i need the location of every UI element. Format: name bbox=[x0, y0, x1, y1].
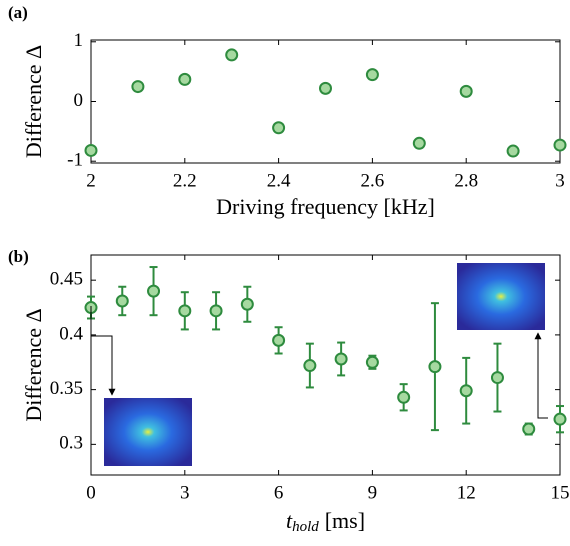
x-axis-label: thold[ms] bbox=[286, 508, 365, 535]
point bbox=[320, 83, 331, 94]
arrow bbox=[538, 333, 548, 418]
point bbox=[242, 299, 253, 310]
point-group bbox=[86, 145, 97, 156]
point bbox=[117, 295, 128, 306]
point-group bbox=[117, 287, 128, 315]
axes-frame bbox=[91, 40, 560, 163]
point-group bbox=[555, 140, 566, 151]
point bbox=[508, 146, 519, 157]
point bbox=[132, 81, 143, 92]
point bbox=[523, 424, 534, 435]
point bbox=[304, 360, 315, 371]
y-tick-label: -1 bbox=[67, 150, 83, 171]
y-tick-label: 0 bbox=[74, 90, 84, 111]
x-tick-label: 2.8 bbox=[454, 170, 478, 191]
point-group bbox=[492, 344, 503, 412]
point-group bbox=[179, 292, 190, 329]
point-group bbox=[367, 69, 378, 80]
x-tick-label: 3 bbox=[180, 482, 190, 503]
point bbox=[367, 69, 378, 80]
point-group bbox=[461, 358, 472, 424]
x-axis-label: Driving frequency [kHz] bbox=[216, 194, 435, 219]
x-tick-label: 2.6 bbox=[361, 170, 385, 191]
panel-label: (a) bbox=[8, 3, 28, 22]
point bbox=[179, 74, 190, 85]
inset-image bbox=[104, 398, 192, 466]
point bbox=[461, 86, 472, 97]
x-tick-label: 6 bbox=[274, 482, 284, 503]
x-label-sub: hold bbox=[292, 519, 319, 535]
point-group bbox=[555, 406, 566, 432]
x-tick-label: 9 bbox=[368, 482, 378, 503]
point bbox=[555, 140, 566, 151]
point bbox=[555, 414, 566, 425]
point-group bbox=[132, 81, 143, 92]
point-group bbox=[242, 287, 253, 322]
y-axis-label: Difference Δ bbox=[21, 308, 46, 421]
point-group bbox=[461, 86, 472, 97]
point bbox=[336, 353, 347, 364]
point bbox=[179, 305, 190, 316]
point bbox=[273, 335, 284, 346]
point-group bbox=[429, 303, 440, 430]
point-group bbox=[179, 74, 190, 85]
point-group bbox=[320, 83, 331, 94]
y-tick-label: 0.45 bbox=[50, 269, 83, 290]
x-tick-label: 2.2 bbox=[173, 170, 197, 191]
point bbox=[211, 305, 222, 316]
point bbox=[226, 49, 237, 60]
x-tick-label: 2 bbox=[86, 170, 96, 191]
point bbox=[461, 385, 472, 396]
panel-label: (b) bbox=[8, 247, 29, 266]
point-group bbox=[523, 424, 534, 435]
y-tick-label: 0.4 bbox=[59, 323, 83, 344]
point-group bbox=[273, 122, 284, 133]
y-tick-label: 1 bbox=[74, 30, 84, 51]
point-group bbox=[304, 344, 315, 388]
x-tick-label: 15 bbox=[551, 482, 570, 503]
point bbox=[398, 392, 409, 403]
point bbox=[273, 122, 284, 133]
inset-image bbox=[457, 263, 545, 330]
point-group bbox=[211, 292, 222, 329]
point bbox=[367, 357, 378, 368]
point-group bbox=[398, 384, 409, 410]
point-group bbox=[148, 267, 159, 315]
point-group bbox=[414, 138, 425, 149]
y-tick-label: 0.3 bbox=[59, 433, 83, 454]
x-tick-label: 0 bbox=[86, 482, 96, 503]
point bbox=[148, 286, 159, 297]
point bbox=[429, 361, 440, 372]
point-group bbox=[367, 356, 378, 369]
x-tick-label: 3 bbox=[555, 170, 565, 191]
point bbox=[492, 372, 503, 383]
y-tick-label: 0.35 bbox=[50, 378, 83, 399]
point bbox=[414, 138, 425, 149]
figure: (a)-10122.22.42.62.83Difference ΔDriving… bbox=[0, 0, 570, 546]
point-group bbox=[336, 343, 347, 376]
x-tick-label: 12 bbox=[457, 482, 476, 503]
point-group bbox=[226, 49, 237, 60]
x-tick-label: 2.4 bbox=[267, 170, 291, 191]
y-axis-label: Difference Δ bbox=[21, 45, 46, 158]
point-group bbox=[508, 146, 519, 157]
point bbox=[86, 145, 97, 156]
x-label-unit: [ms] bbox=[325, 508, 365, 533]
point-group bbox=[273, 327, 284, 353]
